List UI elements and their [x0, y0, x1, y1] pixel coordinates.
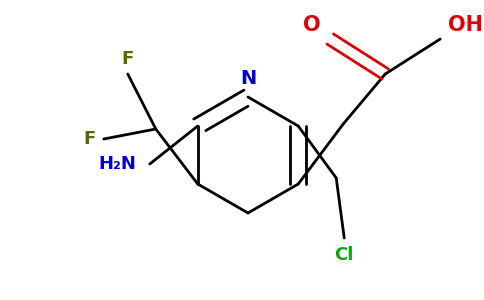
Text: Cl: Cl [334, 246, 354, 264]
Text: H₂N: H₂N [98, 155, 136, 173]
Text: N: N [240, 70, 256, 88]
Text: F: F [84, 130, 96, 148]
Text: OH: OH [448, 15, 483, 35]
Text: F: F [121, 50, 134, 68]
Text: O: O [302, 15, 320, 35]
